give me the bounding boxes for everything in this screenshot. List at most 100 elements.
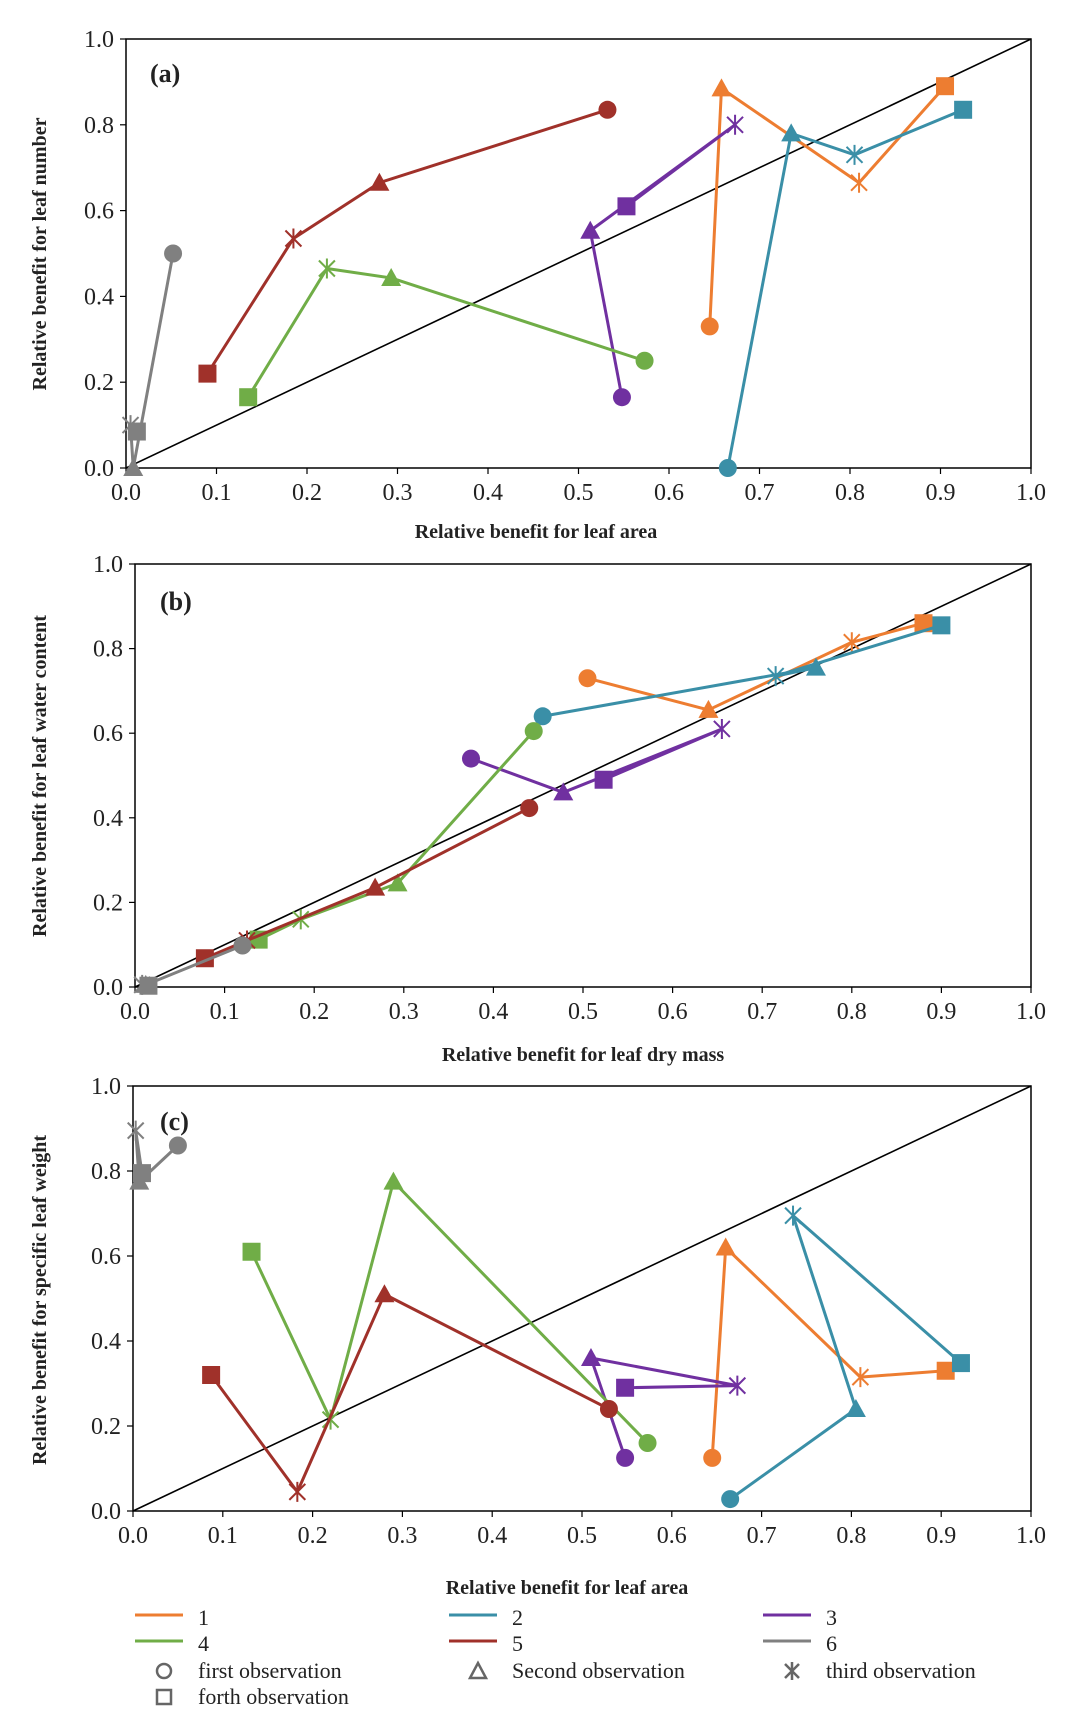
panel-b-y-tick-label: 0.8 [93, 637, 123, 663]
panel-c-x-tick-label: 0.4 [477, 1523, 507, 1549]
panel-a-series-2-point-1 [718, 459, 737, 477]
panel-b-series-2-point-2 [805, 657, 826, 676]
square-icon [155, 1688, 173, 1706]
panel-c-y-tick-label: 0.4 [91, 1329, 121, 1355]
panel-b-y-tick-label: 0.4 [93, 806, 123, 832]
panel-c-series-2-line [729, 1214, 962, 1501]
panel-a-series-3-point-3 [726, 114, 744, 135]
legend-label-first-observation: first observation [198, 1658, 342, 1683]
panel-c-y-tick-label: 1.0 [91, 1074, 121, 1100]
panel-a-x-tick-label: 1.0 [1016, 480, 1046, 506]
panel-a-x-axis-label: Relative benefit for leaf area [415, 521, 658, 543]
panel-a-series-5-point-2 [369, 172, 390, 191]
panel-b-y-tick-label: 1.0 [93, 552, 123, 578]
panel-b-y-tick-label: 0.2 [93, 890, 123, 916]
panel-c-series-6-point-4 [132, 1164, 151, 1183]
panel-a-series-1-point-2 [711, 78, 732, 97]
panel-c-x-tick-label: 0.9 [926, 1523, 956, 1549]
panel-c-series-1-point-3 [851, 1367, 870, 1388]
legend-label-6: 6 [826, 1631, 837, 1656]
panel-a-series-5-point-3 [284, 228, 303, 249]
panel-b-series-3-point-1 [462, 749, 480, 768]
panel-a-series-3-point-4 [617, 197, 636, 216]
panel-b-y-tick-label: 0.6 [93, 721, 123, 747]
legend: 1 2 3 4 5 6 first observation Second obs… [135, 1605, 976, 1709]
panel-a-series-4-line [246, 267, 646, 398]
panel-b-x-tick-label: 0.1 [210, 999, 240, 1025]
legend-label-5: 5 [512, 1631, 523, 1656]
panel-c-y-tick-label: 0.8 [91, 1159, 121, 1185]
panel-c-x-tick-label: 0.8 [836, 1523, 866, 1549]
panel-a-x-tick-label: 0.4 [473, 480, 503, 506]
x-star-icon [784, 1662, 800, 1680]
panel-a-plot-layer: 0.0 0.1 0.2 0.3 0.4 0.5 0.6 0.7 0.8 0.9 1.0 0.0 0.2 0… [84, 27, 1046, 506]
panel-b: 0.0 0.1 0.2 0.3 0.4 0.5 0.6 0.7 0.8 0.9 1.0 0.0 0.2 0… [29, 552, 1046, 1066]
panel-b-label: (b) [160, 587, 192, 616]
legend-label-3: 3 [826, 1605, 837, 1630]
panel-a-x-tick-label: 0.7 [745, 480, 775, 506]
panel-c-y-tick-label: 0.0 [91, 1499, 121, 1525]
panel-c-plot-layer: 0.0 0.1 0.2 0.3 0.4 0.5 0.6 0.7 0.8 0.9 1.0 0.0 0.2 0… [91, 1074, 1046, 1549]
panel-c-x-tick-label: 1.0 [1016, 1523, 1046, 1549]
panel-c-series-5-line [209, 1292, 610, 1494]
panel-c-series-5-point-1 [599, 1400, 618, 1418]
panel-a-x-tick-label: 0.0 [111, 480, 141, 506]
panel-b-series-3-point-3 [713, 718, 731, 739]
panel-c-y-tick-label: 0.6 [91, 1244, 121, 1270]
panel-c-series-1-point-1 [703, 1448, 722, 1467]
panel-a-x-tick-label: 0.6 [654, 480, 684, 506]
panel-a-series-1-point-3 [850, 172, 868, 193]
panel-b-series-1-point-1 [578, 669, 597, 688]
panel-a-series-5-point-4 [198, 364, 217, 383]
panel-b-x-tick-label: 0.7 [747, 999, 777, 1025]
panel-b-x-tick-label: 0.6 [658, 999, 688, 1025]
panel-a-x-tick-label: 0.2 [292, 480, 322, 506]
panel-b-series-5-line [204, 806, 530, 960]
panel-b-series-3-line [470, 727, 724, 794]
panel-a-series-4-point-4 [239, 388, 258, 407]
panel-c-series-5-point-2 [374, 1284, 395, 1303]
panel-a-x-tick-label: 0.8 [835, 480, 865, 506]
panel-c-y-axis-label: Relative benefit for specific leaf weigh… [29, 1135, 51, 1465]
panel-b-x-tick-label: 0.2 [299, 999, 329, 1025]
panel-a-series-2-point-3 [845, 144, 864, 165]
panel-b-x-tick-label: 0.3 [389, 999, 419, 1025]
panel-c-x-tick-label: 0.6 [657, 1523, 687, 1549]
panel-a-y-tick-label: 1.0 [84, 27, 114, 53]
panel-c-reference-line [132, 1085, 1032, 1512]
panel-a-series-2-line [726, 108, 964, 469]
panel-b-series-2-point-3 [766, 666, 785, 687]
panel-a-x-tick-label: 0.3 [383, 480, 413, 506]
panel-c-series-2-point-1 [721, 1490, 740, 1509]
panel-c-x-tick-label: 0.5 [567, 1523, 597, 1549]
legend-series-lines [135, 1613, 811, 1643]
panel-c-series-6-point-3 [126, 1120, 145, 1141]
legend-label-1: 1 [198, 1605, 209, 1630]
panel-a-series-4-point-1 [635, 351, 654, 370]
panel-a-y-tick-label: 0.8 [84, 113, 114, 139]
panel-a-y-tick-label: 0.6 [84, 199, 114, 225]
panel-c-series-4-line [250, 1180, 649, 1445]
panel-b-x-tick-label: 0.5 [568, 999, 598, 1025]
panel-a-series-6-point-1 [164, 244, 183, 263]
panel-c-series-6-point-1 [168, 1136, 187, 1155]
panel-b-x-tick-label: 0.4 [478, 999, 508, 1025]
panel-b-plot-layer: 0.0 0.1 0.2 0.3 0.4 0.5 0.6 0.7 0.8 0.9 1.0 0.0 0.2 0… [93, 552, 1046, 1025]
panel-b-reference-line [134, 563, 1032, 988]
panel-a-series-3-point-2 [580, 220, 601, 239]
panel-b-x-tick-label: 0.9 [926, 999, 956, 1025]
panel-a-series-5-line [206, 108, 608, 375]
panel-b-series-6-point-1 [233, 936, 252, 955]
panel-b-series-1-line [587, 621, 924, 712]
panel-b-series-2-point-4 [932, 616, 951, 635]
panel-a-series-3-point-1 [612, 388, 631, 407]
panel-c-series-3-point-4 [616, 1378, 635, 1397]
panel-a-series-6-point-2 [123, 458, 144, 476]
panel-c-series-6-line [134, 1129, 179, 1184]
panel-c-series-5-point-4 [202, 1366, 221, 1384]
panel-a-series-1-point-4 [936, 77, 955, 96]
panel-c-y-tick-label: 0.2 [91, 1414, 121, 1440]
panel-a-x-tick-label: 0.9 [926, 480, 956, 506]
panel-a-y-tick-label: 0.0 [84, 456, 114, 482]
